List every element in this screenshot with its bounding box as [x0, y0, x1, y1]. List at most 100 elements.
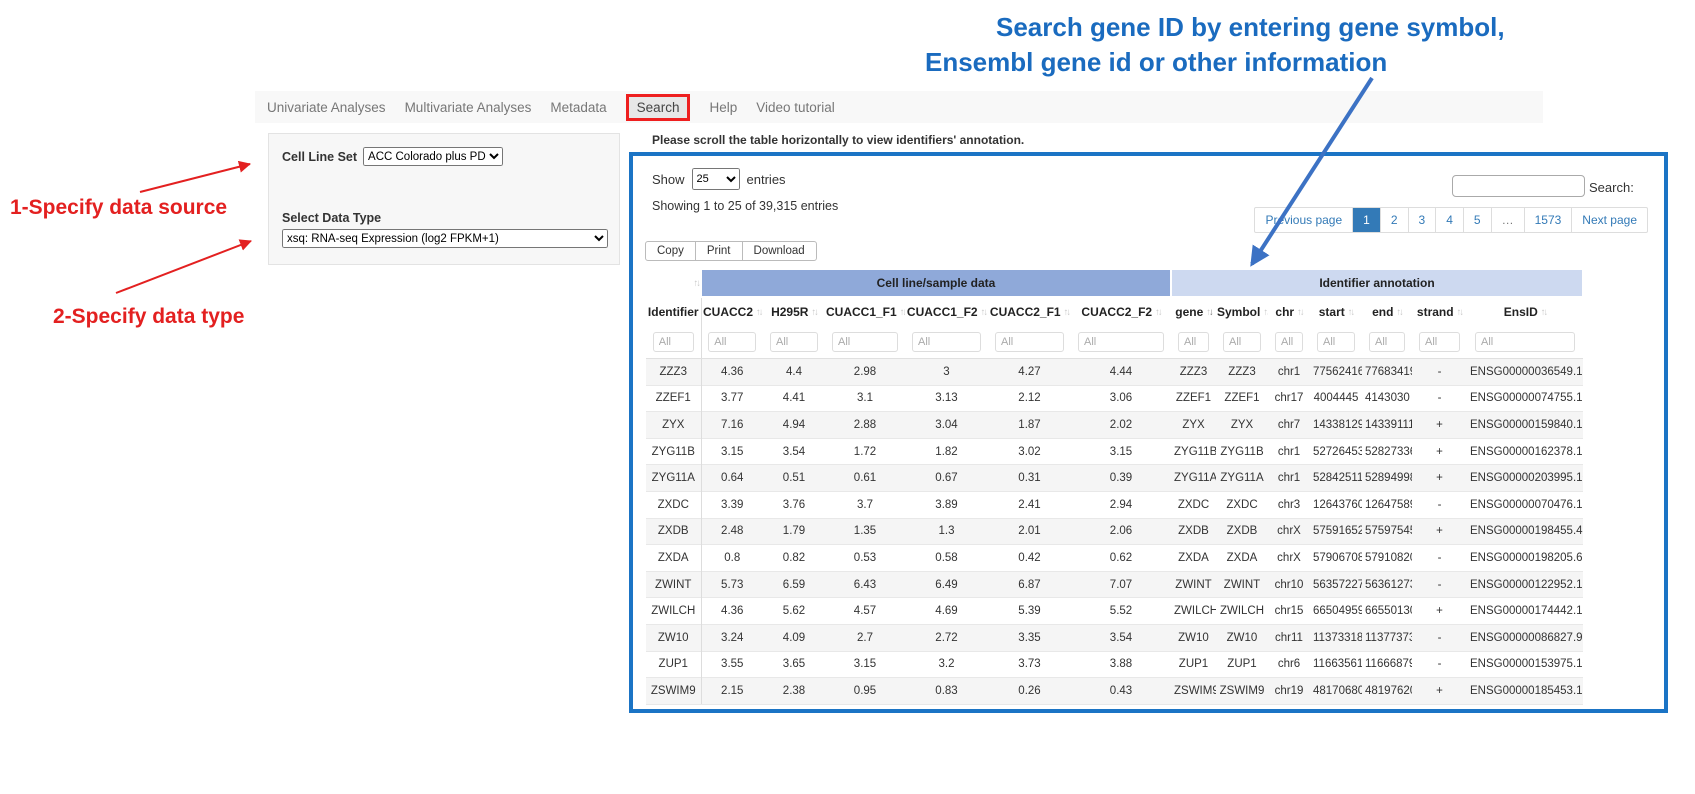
table-cell-cuacc2-f1: 3.73	[988, 650, 1071, 678]
sort-icon[interactable]: ↑↓	[694, 278, 701, 289]
table-cell-end: 57597545	[1362, 517, 1412, 545]
filter-input-identifier[interactable]	[652, 332, 694, 352]
pagination-page-4[interactable]: 4	[1435, 208, 1463, 232]
sort-icon[interactable]: ↑↓	[1396, 307, 1403, 318]
filter-input-cuacc2[interactable]	[708, 332, 757, 352]
sort-icon[interactable]: ↑↓	[756, 307, 763, 318]
table-cell-identifier: ZWINT	[646, 570, 702, 598]
table-cell-cuacc2: 3.77	[701, 384, 763, 412]
table-cell-h295r: 3.65	[763, 650, 825, 678]
column-header-gene[interactable]: gene ↑↓	[1175, 305, 1213, 319]
sort-asc-icon: ↑	[756, 307, 761, 318]
sort-icon[interactable]: ↑↓	[811, 307, 818, 318]
table-cell-strand: +	[1412, 437, 1467, 465]
table-cell-strand: -	[1412, 650, 1467, 678]
copy-button[interactable]: Copy	[645, 241, 696, 261]
sort-icon[interactable]: ↑↓	[1263, 307, 1268, 318]
table-cell-cuacc2-f2: 3.54	[1071, 623, 1171, 652]
pagination-page-1[interactable]: 1	[1352, 208, 1380, 232]
cell-line-set-select[interactable]: ACC Colorado plus PDX	[363, 147, 504, 166]
filter-cell-h295r	[763, 326, 825, 359]
table-cell-start: 57591652	[1310, 517, 1362, 545]
column-header-h295r[interactable]: H295R ↑↓	[771, 305, 819, 319]
table-cell-cuacc1-f2: 0.67	[905, 464, 988, 492]
table-cell-ensid: ENSG00000159840.16	[1467, 411, 1584, 439]
search-label: Search:	[1589, 180, 1634, 195]
nav-item-search[interactable]: Search	[625, 93, 691, 121]
sort-asc-icon: ↑	[899, 307, 905, 318]
table-cell-cuacc2: 3.15	[701, 437, 763, 465]
pagination-previous[interactable]: Previous page	[1265, 213, 1343, 227]
table-cell-symbol: ZYX	[1216, 411, 1268, 439]
sort-desc-icon: ↓	[983, 307, 988, 318]
sort-icon[interactable]: ↑↓	[1155, 307, 1162, 318]
nav-item-help[interactable]: Help	[709, 99, 738, 115]
column-header-cuacc1-f2[interactable]: CUACC1_F2 ↑↓	[906, 305, 988, 319]
column-header-chr[interactable]: chr ↑↓	[1275, 305, 1304, 319]
table-cell-symbol: ZYG11B	[1216, 437, 1268, 465]
table-cell-h295r: 1.79	[763, 517, 825, 545]
data-type-select[interactable]: xsq: RNA-seq Expression (log2 FPKM+1)	[282, 229, 608, 248]
table-cell-gene: ZZEF1	[1171, 384, 1216, 412]
filter-input-cuacc1-f1[interactable]	[832, 332, 898, 352]
column-header-cuacc2-f1[interactable]: CUACC2_F1 ↑↓	[989, 305, 1071, 319]
nav-item-multivariate-analyses[interactable]: Multivariate Analyses	[404, 99, 532, 115]
download-button[interactable]: Download	[741, 241, 817, 261]
table-cell-strand: +	[1412, 597, 1467, 625]
search-input[interactable]	[1452, 175, 1585, 197]
sort-icon[interactable]: ↑↓	[1347, 307, 1355, 318]
column-header-cuacc1-f1[interactable]: CUACC1_F1 ↑↓	[826, 305, 905, 319]
sort-icon[interactable]: ↑↓	[900, 307, 905, 318]
column-header-strand[interactable]: strand ↑↓	[1416, 305, 1464, 319]
page-size-select[interactable]: 25	[691, 168, 740, 190]
column-header-start[interactable]: start ↑↓	[1318, 305, 1355, 319]
filter-input-cuacc1-f2[interactable]	[912, 332, 981, 352]
table-cell-gene: ZYG11A	[1171, 464, 1216, 492]
table-cell-cuacc2-f1: 0.31	[988, 464, 1071, 492]
column-header-ensid[interactable]: EnsID ↑↓	[1503, 305, 1548, 319]
sort-icon[interactable]: ↑↓	[981, 307, 988, 318]
sort-asc-icon: ↑	[1263, 307, 1268, 318]
pagination-page-2[interactable]: 2	[1379, 208, 1408, 232]
pagination-page-3[interactable]: 3	[1407, 208, 1436, 232]
sort-icon[interactable]: ↑↓	[1064, 307, 1071, 318]
sort-icon[interactable]: ↑↓	[1457, 307, 1464, 318]
pagination-next[interactable]: Next page	[1571, 208, 1647, 232]
table-cell-gene: ZYX	[1171, 411, 1216, 439]
filter-input-start[interactable]	[1317, 332, 1355, 352]
filter-input-strand[interactable]	[1419, 332, 1460, 352]
print-button[interactable]: Print	[694, 241, 743, 261]
table-cell-start: 113733187	[1310, 623, 1362, 652]
column-header-cuacc2[interactable]: CUACC2 ↑↓	[702, 305, 763, 319]
filter-input-symbol[interactable]	[1223, 332, 1261, 352]
table-cell-strand: +	[1412, 464, 1467, 492]
column-header-end[interactable]: end ↑↓	[1372, 305, 1404, 319]
table-row-zup1: ZUP1 3.55 3.65 3.15 3.2 3.73 3.88 ZUP1 ZUP1 chr6 1…	[646, 650, 1584, 678]
table-cell-cuacc1-f1: 3.1	[825, 384, 905, 412]
filter-input-end[interactable]	[1369, 332, 1405, 352]
filter-input-chr[interactable]	[1275, 332, 1303, 352]
nav-item-univariate-analyses[interactable]: Univariate Analyses	[267, 99, 386, 115]
sort-asc-icon: ↑	[1347, 307, 1353, 318]
sort-icon[interactable]: ↑↓	[1541, 307, 1548, 318]
table-cell-h295r: 3.76	[763, 490, 825, 519]
filter-input-cuacc2-f1[interactable]	[995, 332, 1064, 352]
filter-input-ensid[interactable]	[1475, 332, 1575, 352]
pagination-page-5[interactable]: 5	[1462, 208, 1491, 232]
column-header-cuacc2-f2[interactable]: CUACC2_F2 ↑↓	[1081, 305, 1162, 319]
filter-input-gene[interactable]	[1178, 332, 1209, 352]
table-row-zyg11a: ZYG11A 0.64 0.51 0.61 0.67 0.31 0.39 ZYG11A ZYG1…	[646, 464, 1584, 492]
column-header-identifier[interactable]: Identifier	[646, 297, 702, 326]
table-cell-symbol: ZYG11A	[1216, 464, 1268, 492]
pagination-page-1573[interactable]: 1573	[1523, 208, 1572, 232]
column-header-symbol[interactable]: Symbol↑↓	[1216, 297, 1268, 326]
sort-icon[interactable]: ↑↓	[1297, 307, 1304, 318]
table-cell-end: 56361273	[1362, 570, 1412, 598]
sort-icon[interactable]: ↑↓	[1206, 307, 1213, 318]
filter-row	[646, 326, 1584, 359]
table-cell-cuacc1-f2: 6.49	[905, 570, 988, 598]
nav-item-video-tutorial[interactable]: Video tutorial	[756, 99, 835, 115]
filter-input-h295r[interactable]	[770, 332, 818, 352]
filter-input-cuacc2-f2[interactable]	[1078, 332, 1164, 352]
nav-item-metadata[interactable]: Metadata	[550, 99, 607, 115]
